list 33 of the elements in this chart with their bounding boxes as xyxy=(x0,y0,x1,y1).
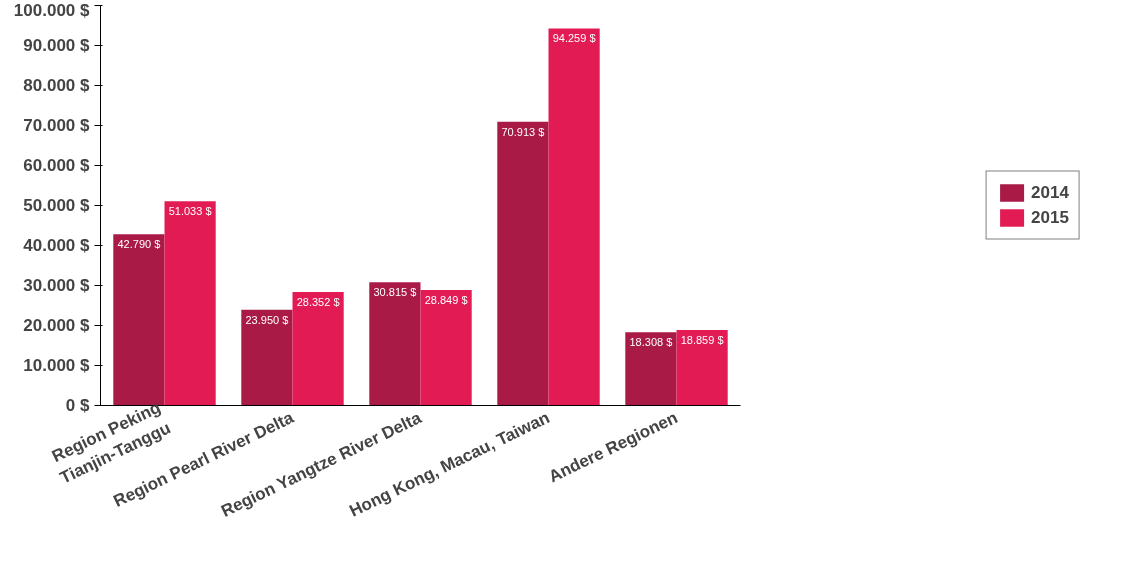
data-label: 18.308 $ xyxy=(629,336,673,349)
data-label: 28.352 $ xyxy=(296,296,340,309)
data-label: 94.259 $ xyxy=(552,32,596,45)
bar xyxy=(625,332,677,406)
y-tick-label: 40.000 $ xyxy=(23,236,91,255)
data-label: 30.815 $ xyxy=(373,286,417,299)
legend-label: 2014 xyxy=(1031,182,1069,203)
bar xyxy=(548,28,600,406)
y-tick-label: 90.000 $ xyxy=(23,36,91,55)
bar xyxy=(241,309,293,406)
bar xyxy=(164,201,216,406)
data-label: 23.950 $ xyxy=(245,313,289,326)
y-tick-label: 50.000 $ xyxy=(23,196,91,215)
y-tick-label: 10.000 $ xyxy=(23,356,91,375)
data-label: 70.913 $ xyxy=(501,125,545,138)
y-tick-label: 80.000 $ xyxy=(23,76,91,95)
bar xyxy=(420,290,472,406)
data-label: 18.859 $ xyxy=(680,334,724,347)
y-tick-label: 0 $ xyxy=(65,396,91,415)
bar xyxy=(292,292,344,406)
bar xyxy=(497,121,549,406)
y-tick-label: 30.000 $ xyxy=(23,276,91,295)
data-label: 42.790 $ xyxy=(117,238,161,251)
bar xyxy=(369,282,421,406)
data-label: 51.033 $ xyxy=(168,205,212,218)
y-tick-label: 20.000 $ xyxy=(23,316,91,335)
legend-label: 2015 xyxy=(1031,207,1069,228)
y-tick-label: 70.000 $ xyxy=(23,116,91,135)
bar xyxy=(113,234,165,406)
y-tick-label: 100.000 $ xyxy=(13,0,91,20)
bar xyxy=(676,330,728,406)
data-label: 28.849 $ xyxy=(424,294,468,307)
y-tick-label: 60.000 $ xyxy=(23,156,91,175)
